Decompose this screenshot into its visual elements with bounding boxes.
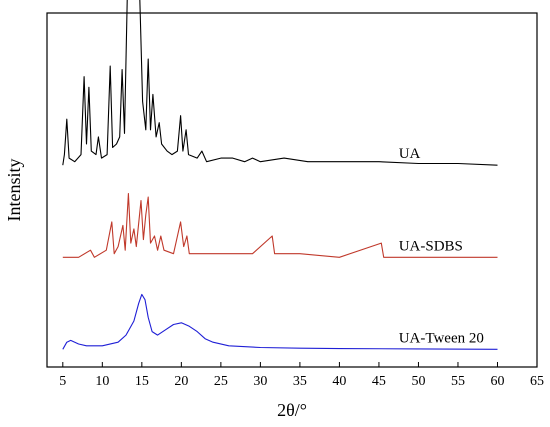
x-tick-label: 50 — [411, 374, 425, 389]
series-line-2 — [62, 293, 498, 350]
x-tick-label: 15 — [135, 374, 149, 389]
x-tick-label: 60 — [490, 374, 504, 389]
series-lines — [62, 0, 498, 350]
x-tick-label: 30 — [253, 374, 267, 389]
x-tick-label: 10 — [95, 374, 109, 389]
x-axis-ticks: 5 10 15 20 25 30 35 40 45 50 55 60 65 — [59, 362, 544, 389]
series-labels: UA UA-SDBS UA-Tween 20 — [399, 146, 484, 346]
y-axis-title: Intensity — [4, 159, 24, 222]
series-label-1: UA-SDBS — [399, 238, 463, 254]
series-line-1 — [62, 192, 498, 258]
x-axis-title: 2θ/° — [277, 400, 307, 420]
series-line-0 — [62, 0, 498, 166]
x-tick-label: 35 — [293, 374, 307, 389]
x-tick-label: 65 — [530, 374, 544, 389]
x-tick-label: 45 — [372, 374, 386, 389]
x-tick-label: 40 — [332, 374, 346, 389]
x-tick-label: 55 — [451, 374, 465, 389]
x-tick-label: 20 — [174, 374, 188, 389]
x-tick-label: 25 — [214, 374, 228, 389]
x-tick-label: 5 — [59, 374, 66, 389]
series-label-2: UA-Tween 20 — [399, 330, 484, 346]
plot-frame — [46, 12, 538, 368]
series-label-0: UA — [399, 146, 421, 162]
